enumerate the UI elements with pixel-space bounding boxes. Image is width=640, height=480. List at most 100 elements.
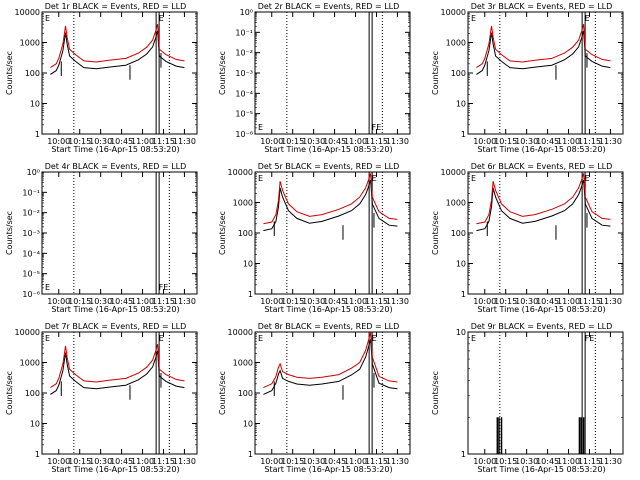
x-tick-label: 10:00: [260, 297, 283, 306]
plot-frame: [467, 331, 624, 455]
x-tick-label: 11:00: [557, 457, 580, 466]
chart-svg: Det 9r BLACK = Events, RED = LLD 1 10 Count…: [431, 322, 624, 474]
y-tick-label: 1000: [233, 359, 253, 368]
chart-title: Det 9r BLACK = Events, RED = LLD: [471, 322, 613, 331]
flag-label: E: [45, 14, 50, 23]
y-tick-label: 10⁻¹: [235, 28, 253, 37]
y-tick-label: 10: [456, 100, 466, 109]
x-tick-label: 10:30: [302, 297, 325, 306]
y-tick-label: 10⁻³: [22, 229, 40, 238]
x-tick-label: 11:00: [344, 457, 367, 466]
y-tick-label: 10: [456, 260, 466, 269]
y-tick-label: 1000: [20, 39, 40, 48]
y-tick-label: 1000: [446, 199, 466, 208]
y-tick-label: 1: [461, 450, 466, 459]
y-tick-label: 1000: [233, 199, 253, 208]
chart-title: Det 5r BLACK = Events, RED = LLD: [258, 162, 400, 171]
chart-title: Det 3r BLACK = Events, RED = LLD: [471, 2, 613, 11]
x-tick-label: 11:00: [131, 297, 154, 306]
x-tick-label: 10:30: [515, 297, 538, 306]
x-tick-label: 11:30: [173, 297, 196, 306]
detector-panel-4: Det 4r BLACK = Events, RED = LLD 10⁰ 10⁻¹ 1…: [0, 160, 213, 320]
flag-label: E: [372, 334, 377, 343]
x-tick-label: 11:15: [365, 297, 388, 306]
flag-label: E: [471, 334, 476, 343]
x-tick-label: 10:45: [110, 137, 133, 146]
y-tick-label: 100: [238, 229, 253, 238]
y-tick-label: 10: [30, 420, 40, 429]
y-tick-label: 1000: [446, 39, 466, 48]
flag-label: E: [258, 334, 263, 343]
y-axis-label: Counts/sec: [218, 211, 227, 255]
x-tick-label: 11:00: [344, 137, 367, 146]
x-tick-label: 10:15: [494, 137, 517, 146]
flag-label: FE: [585, 334, 595, 343]
x-tick-label: 10:00: [473, 297, 496, 306]
x-tick-label: 11:15: [152, 137, 175, 146]
x-tick-label: 10:45: [536, 457, 559, 466]
y-tick-label: 1: [248, 290, 253, 299]
x-tick-label: 10:00: [260, 457, 283, 466]
y-tick-label: 10⁻⁶: [22, 290, 40, 299]
x-tick-label: 10:45: [323, 457, 346, 466]
x-tick-label: 11:00: [557, 137, 580, 146]
chart-svg: Det 3r BLACK = Events, RED = LLD 1 10 100 10…: [431, 2, 624, 154]
flag-label: FE: [372, 123, 382, 132]
flag-label: E: [45, 283, 50, 292]
series-line-events: [263, 339, 398, 395]
chart-svg: Det 4r BLACK = Events, RED = LLD 10⁰ 10⁻¹ 1…: [5, 162, 198, 314]
flag-label: E: [471, 174, 476, 183]
x-axis-label: Start Time (16-Apr-15 08:53:20): [264, 465, 392, 474]
x-axis-label: Start Time (16-Apr-15 08:53:20): [51, 465, 179, 474]
flag-label: E: [45, 334, 50, 343]
x-tick-label: 10:45: [110, 297, 133, 306]
x-tick-label: 10:45: [323, 297, 346, 306]
x-tick-label: 11:15: [365, 137, 388, 146]
y-tick-label: 1: [35, 130, 40, 139]
x-tick-label: 11:30: [599, 457, 622, 466]
x-tick-label: 10:00: [47, 297, 70, 306]
x-tick-label: 10:15: [68, 137, 91, 146]
y-tick-label: 100: [25, 69, 40, 78]
y-tick-label: 1: [461, 290, 466, 299]
x-tick-label: 10:30: [515, 137, 538, 146]
x-axis-label: Start Time (16-Apr-15 08:53:20): [264, 305, 392, 314]
y-tick-label: 10: [456, 328, 466, 337]
x-tick-label: 11:00: [131, 137, 154, 146]
y-tick-label: 10⁻⁵: [22, 270, 40, 279]
x-tick-label: 10:30: [89, 457, 112, 466]
y-axis-label: Counts/sec: [5, 371, 14, 415]
y-tick-label: 10⁰: [240, 8, 253, 17]
x-tick-label: 11:30: [386, 137, 409, 146]
x-axis-label: Start Time (16-Apr-15 08:53:20): [477, 305, 605, 314]
y-tick-label: 10⁻¹: [22, 188, 40, 197]
y-axis-label: Counts/sec: [5, 51, 14, 95]
x-tick-label: 10:15: [68, 297, 91, 306]
x-axis-label: Start Time (16-Apr-15 08:53:20): [477, 145, 605, 154]
x-tick-label: 10:15: [281, 297, 304, 306]
x-tick-label: 11:15: [365, 457, 388, 466]
x-tick-label: 10:45: [323, 137, 346, 146]
chart-title: Det 2r BLACK = Events, RED = LLD: [258, 2, 400, 11]
chart-title: Det 1r BLACK = Events, RED = LLD: [45, 2, 187, 11]
y-tick-label: 10⁻⁵: [235, 110, 253, 119]
flag-label: E: [471, 14, 476, 23]
x-tick-label: 10:45: [536, 297, 559, 306]
x-tick-label: 10:30: [89, 137, 112, 146]
y-axis-label: Counts/sec: [431, 51, 440, 95]
y-axis-label: Counts/sec: [218, 51, 227, 95]
y-tick-label: 10000: [441, 8, 466, 17]
flag-label: E: [159, 334, 164, 343]
x-tick-label: 10:45: [536, 137, 559, 146]
x-tick-label: 11:00: [344, 297, 367, 306]
chart-svg: Det 6r BLACK = Events, RED = LLD 1 10 100 10…: [431, 162, 624, 314]
y-tick-label: 100: [25, 389, 40, 398]
y-tick-label: 10⁻³: [235, 69, 253, 78]
y-tick-label: 1000: [20, 359, 40, 368]
x-tick-label: 11:15: [152, 457, 175, 466]
plot-frame: [467, 171, 624, 295]
y-tick-label: 10⁰: [27, 168, 40, 177]
y-tick-label: 10: [30, 100, 40, 109]
y-tick-label: 10⁻⁴: [235, 89, 253, 98]
